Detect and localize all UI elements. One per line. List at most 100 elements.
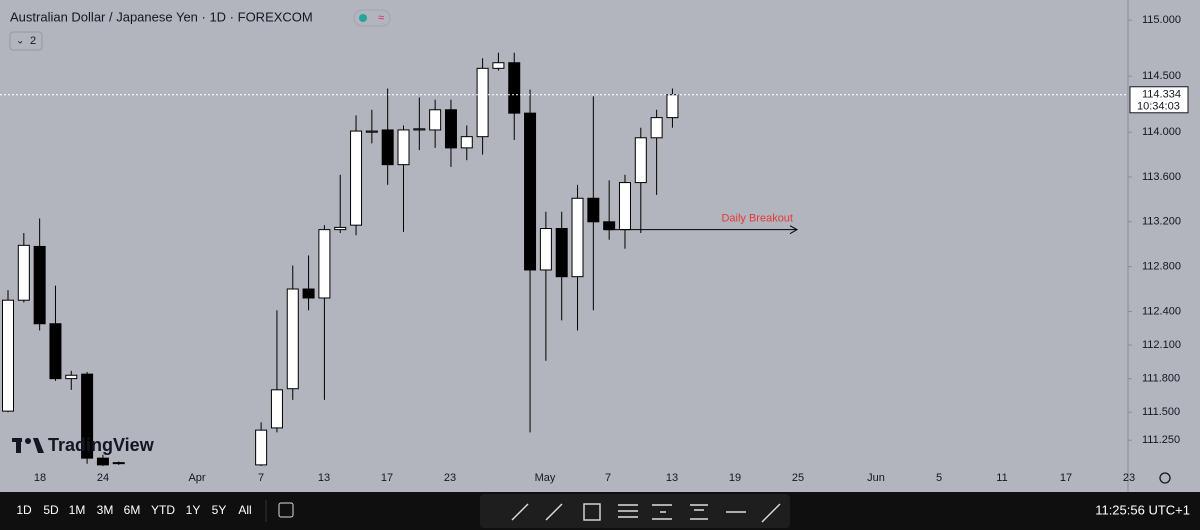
candle-body [587,197,600,223]
x-tick-label: 7 [605,472,611,484]
range-button[interactable]: All [238,503,251,517]
indicator-toggle[interactable] [9,31,43,51]
y-tick-label: 111.250 [1142,434,1180,446]
candle-body [634,137,647,184]
candle-body [334,226,347,231]
y-tick-label: 111.500 [1142,406,1180,418]
chevron: ⌄ [16,36,24,47]
logo-text: TradingView [48,435,155,455]
x-tick-label: 13 [318,472,330,484]
x-tick-label: 23 [444,472,456,484]
range-button[interactable]: 1Y [186,503,201,517]
candle-body [270,389,283,429]
range-button[interactable]: 1M [69,503,86,517]
countdown-label: 10:34:03 [1137,101,1180,113]
x-tick-label: 18 [34,472,46,484]
settings-icon[interactable] [1159,472,1171,484]
y-tick-label: 114.500 [1142,70,1181,82]
annotation-text: Daily Breakout [721,213,793,225]
candle-body [112,462,125,465]
last-price-box [1129,86,1189,114]
y-tick-label: 114.000 [1142,126,1181,138]
candle-body [65,374,78,380]
fib-tool[interactable] [618,504,638,518]
candle-body [650,117,663,139]
candle-body [365,130,378,133]
clock: 11:25:56 UTC+1 [1095,502,1190,517]
candle-body [666,94,679,119]
chart-background [0,0,1200,492]
candle-body [539,228,552,271]
candle-body [2,299,14,412]
candle-body [508,62,521,114]
logo-mark [33,438,44,453]
x-tick-label: 17 [1060,472,1072,484]
candle-body [381,129,394,166]
candle-body [397,129,410,166]
x-tick-label: 23 [1123,472,1135,484]
y-tick-label: 113.600 [1142,171,1181,183]
candle-body [429,109,442,131]
candle-body [460,136,473,149]
logo-mark [16,438,21,453]
plot-area [2,52,679,466]
trendline-tool[interactable] [511,503,529,521]
rectangle-tool[interactable] [583,503,601,521]
date-range-icon[interactable] [278,502,294,518]
position-tool[interactable] [690,504,708,520]
arrow-head [789,225,799,235]
y-tick-label: 111.800 [1142,373,1180,385]
y-tick-label: 112.100 [1142,339,1181,351]
x-tick-label: Apr [188,472,205,484]
pattern-tool[interactable] [652,504,672,520]
range-button[interactable]: 5D [43,503,59,517]
x-tick-label: 17 [381,472,393,484]
logo-mark [25,438,31,444]
logo: TradingView [12,435,155,455]
indicator-count: 2 [30,35,36,47]
range-button[interactable]: 6M [124,503,141,517]
candle-body [492,62,505,69]
x-tick-label: 7 [258,472,264,484]
candle-body [555,228,568,278]
candle-body [603,221,616,231]
x-tick-label: 19 [729,472,741,484]
candle-body [318,229,331,299]
candle-body [17,244,30,301]
candle-body [96,457,109,466]
x-tick-label: 5 [936,472,942,484]
range-button[interactable]: 1D [16,503,32,517]
y-tick-label: 115.000 [1142,14,1181,26]
y-tick-label: 113.200 [1142,216,1181,228]
candle-body [49,323,62,380]
candle-body [618,182,631,231]
symbol-title: Australian Dollar / Japanese Yen · 1D · … [10,9,313,24]
status-dot [359,14,367,22]
y-tick-label: 112.800 [1142,261,1181,273]
x-tick-label: 24 [97,472,109,484]
y-tick-label: 112.400 [1142,305,1181,317]
candle-body [524,112,537,271]
range-button[interactable]: YTD [151,503,175,517]
x-tick-label: Jun [867,472,885,484]
x-tick-label: 13 [666,472,678,484]
range-button[interactable]: 3M [97,503,114,517]
ray-tool[interactable] [545,503,563,521]
candle-body [571,197,584,278]
candle-body [81,373,94,459]
candle-body [444,109,457,149]
range-button[interactable]: 5Y [212,503,227,517]
candle-body [33,245,46,325]
x-tick-label: 11 [996,472,1007,484]
candle-body [350,130,363,226]
status-icon: ≈ [378,12,384,24]
x-tick-label: May [535,472,556,484]
arrow-tool[interactable] [761,503,781,523]
candle-body [302,288,315,299]
candle-body [413,128,426,131]
candle-body [476,67,489,138]
x-tick-label: 25 [792,472,804,484]
status-pill[interactable] [353,9,391,27]
candle-body [286,288,299,390]
